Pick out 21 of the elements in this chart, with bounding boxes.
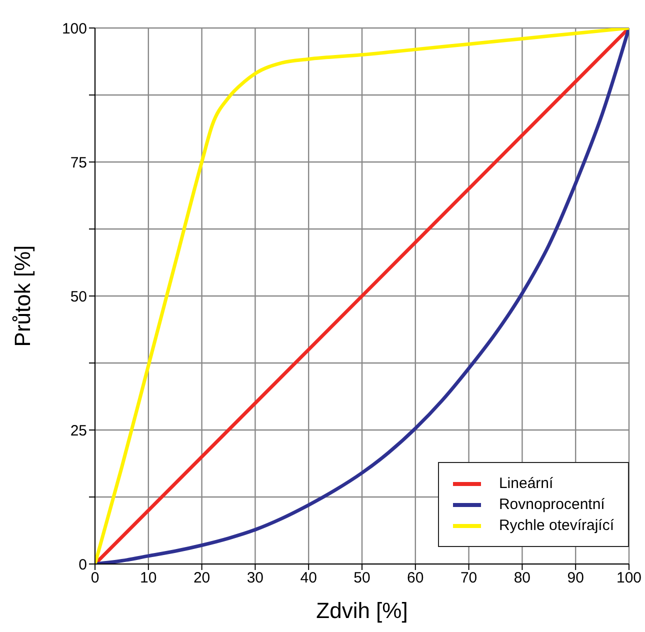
- x-tick-label: 80: [514, 570, 531, 587]
- x-tick-label: 50: [354, 570, 370, 587]
- x-axis-title: Zdvih [%]: [316, 598, 408, 623]
- y-tick-label: 100: [62, 20, 87, 38]
- x-tick-label: 100: [616, 570, 642, 587]
- y-tick-label: 75: [70, 154, 87, 172]
- x-tick-label: 60: [407, 570, 424, 587]
- y-tick-label: 50: [70, 288, 87, 306]
- x-tick-label: 90: [567, 570, 584, 587]
- legend-label: Rovnoprocentní: [498, 496, 605, 513]
- x-tick-label: 40: [300, 570, 317, 587]
- y-axis-title: Průtok [%]: [10, 245, 35, 347]
- y-tick-label: 25: [70, 422, 87, 440]
- legend-label: Lineární: [498, 475, 554, 492]
- x-tick-label: 70: [460, 570, 478, 587]
- x-tick-label: 10: [140, 570, 157, 587]
- y-tick-label: 0: [78, 556, 87, 574]
- x-tick-label: 0: [90, 570, 100, 587]
- x-tick-label: 20: [193, 570, 210, 587]
- legend-label: Rychle otevírající: [498, 517, 614, 534]
- x-tick-label: 30: [246, 570, 264, 587]
